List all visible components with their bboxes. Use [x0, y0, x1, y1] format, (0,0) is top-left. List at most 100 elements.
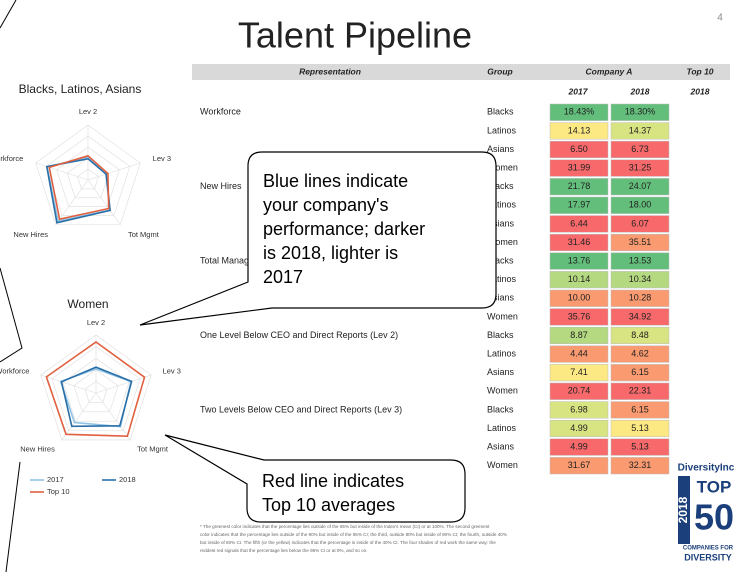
table-cell — [610, 326, 670, 345]
cell-value: 10.00 — [568, 293, 591, 303]
callout-text: 2017 — [263, 267, 303, 287]
table-cell — [549, 178, 609, 196]
table-cell — [549, 457, 609, 475]
axis-label: Lev 2 — [87, 318, 105, 327]
column-header: Group — [487, 66, 513, 76]
table-cell — [549, 271, 609, 289]
cell-value: 24.07 — [629, 181, 652, 191]
table-cell — [610, 252, 670, 270]
cell-value: 18.00 — [629, 200, 652, 210]
partial-callout — [0, 0, 17, 29]
cell-value: 31.25 — [629, 162, 652, 172]
footnote-line: but inside of 80% CI. The fifth (or the … — [200, 540, 496, 545]
cell-value: 31.46 — [568, 237, 591, 247]
spoke — [87, 179, 121, 225]
cell-value: 31.67 — [568, 460, 591, 470]
cell-value: 6.50 — [570, 144, 588, 154]
callout-text: Top 10 averages — [262, 495, 395, 515]
grid-ring — [77, 168, 99, 190]
table-cell — [549, 215, 609, 233]
subcolumn-header: 2017 — [568, 86, 589, 96]
table-cell — [549, 252, 609, 270]
cell-value: 6.73 — [631, 144, 649, 154]
footnote-line: * The greenest color indicates that the … — [200, 524, 490, 529]
table-cell — [549, 196, 609, 214]
cell-value: 17.97 — [568, 200, 591, 210]
axis-label: Tot Mgmt — [137, 445, 169, 454]
cell-value: 8.87 — [570, 330, 588, 340]
table-cell — [610, 196, 670, 214]
spoke — [95, 392, 131, 441]
logo-brand: DiversityInc — [678, 463, 735, 474]
section-label: Total Management — [200, 255, 275, 265]
callout-bubble — [164, 434, 466, 523]
cell-value: 6.15 — [631, 367, 649, 377]
cell-value: 7.41 — [570, 367, 588, 377]
group-label: Latinos — [487, 200, 517, 210]
table-cell — [549, 289, 609, 307]
spoke — [40, 374, 97, 394]
axis-label: Workforce — [0, 366, 29, 375]
group-label: Women — [487, 386, 518, 396]
grid-ring — [35, 124, 141, 225]
callout-text: Red line indicates — [262, 471, 404, 491]
table-cell — [549, 438, 609, 456]
table-cell — [549, 122, 609, 140]
table-cell — [610, 419, 670, 438]
axis-label: Lev 3 — [163, 366, 181, 375]
spoke — [95, 374, 152, 394]
callout-text: your company's — [263, 195, 389, 215]
cell-value: 14.13 — [568, 125, 591, 135]
cell-value: 14.37 — [629, 125, 652, 135]
table-cell — [549, 140, 609, 159]
group-label: Latinos — [487, 125, 517, 135]
grid-ring — [84, 381, 108, 403]
callout-text: performance; darker — [263, 219, 425, 239]
cell-value: 6.44 — [570, 218, 588, 228]
legend-label: Top 10 — [47, 487, 70, 496]
group-label: Asians — [487, 293, 515, 303]
group-label: Blacks — [487, 255, 514, 265]
cell-value: 22.31 — [629, 386, 652, 396]
section-label: Two Levels Below CEO and Direct Reports … — [200, 404, 402, 414]
group-label: Blacks — [487, 181, 514, 191]
section-label: New Hires — [200, 181, 242, 191]
footnote-line: color indicates that the percentage lies… — [200, 532, 507, 537]
legend-label: 2017 — [47, 475, 64, 484]
table-cell — [610, 233, 670, 252]
table-cell — [610, 401, 670, 419]
logo-rank: 50 — [694, 497, 734, 538]
column-header: Representation — [299, 66, 361, 76]
partial-callout — [5, 461, 21, 572]
cell-value: 4.99 — [570, 423, 588, 433]
logo-line2: DIVERSITY — [684, 552, 732, 562]
group-label: Latinos — [487, 274, 517, 284]
group-label: Women — [487, 311, 518, 321]
group-label: Women — [487, 237, 518, 247]
callout-text: Blue lines indicate — [263, 171, 408, 191]
spoke — [35, 162, 89, 181]
table-cell — [549, 345, 609, 363]
table-cell — [549, 364, 609, 382]
spoke — [87, 162, 141, 181]
table-cell — [610, 178, 670, 196]
table-cell — [610, 308, 670, 326]
table-cell — [610, 215, 670, 233]
group-label: Blacks — [487, 330, 514, 340]
partial-callout — [0, 267, 23, 363]
cell-value: 4.62 — [631, 348, 649, 358]
radar-series — [60, 366, 133, 428]
cell-value: 4.99 — [570, 441, 588, 451]
group-label: Asians — [487, 441, 515, 451]
grid-ring — [51, 346, 141, 431]
section-label: Workforce — [200, 107, 241, 117]
cell-value: 18.43% — [564, 107, 595, 117]
column-header: Company A — [586, 66, 633, 76]
table-cell — [610, 140, 670, 159]
cell-value: 20.74 — [568, 386, 591, 396]
table-cell — [610, 103, 670, 121]
column-header: Top 10 — [686, 66, 713, 76]
group-label: Blacks — [487, 404, 514, 414]
table-cell — [610, 438, 670, 456]
